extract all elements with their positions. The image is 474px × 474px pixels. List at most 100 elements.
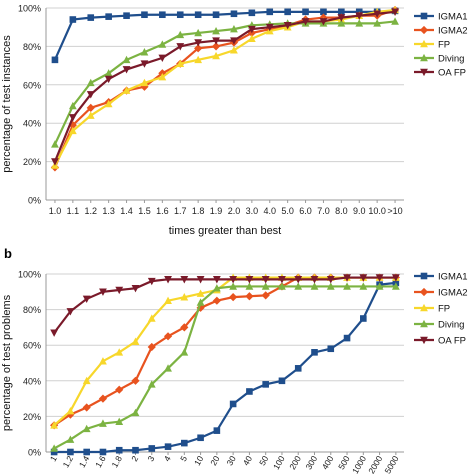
data-point xyxy=(319,18,328,26)
y-axis-label: percentage of test instances xyxy=(1,35,13,173)
data-point xyxy=(87,14,95,21)
data-point xyxy=(283,21,292,30)
x-tick-label: 1.4 xyxy=(120,206,133,216)
data-point xyxy=(148,445,156,452)
legend-item: OA FP xyxy=(414,68,466,79)
data-point xyxy=(99,288,107,296)
x-tick-label: 40 xyxy=(241,454,255,467)
data-point xyxy=(212,296,221,305)
x-tick-label: 400 xyxy=(320,454,336,472)
data-point xyxy=(82,376,91,385)
x-tick-label: 500 xyxy=(336,454,352,472)
legend-label: FP xyxy=(438,304,450,315)
data-point xyxy=(176,30,185,39)
data-point xyxy=(176,43,185,51)
legend-item: Diving xyxy=(414,54,464,65)
data-point xyxy=(247,34,256,43)
data-point xyxy=(66,406,75,415)
x-tick-label: 1.4 xyxy=(77,454,92,469)
legend-swatch-marker xyxy=(420,272,428,280)
x-axis-label: times greater than best xyxy=(169,225,282,237)
y-tick-label: 0% xyxy=(28,448,41,458)
y-axis-label: percentage of test problems xyxy=(1,294,13,431)
data-point xyxy=(196,289,205,297)
y-tick-label: 80% xyxy=(23,305,41,315)
data-point xyxy=(180,323,189,332)
legend-swatch-marker xyxy=(420,303,428,312)
data-point xyxy=(131,376,140,385)
data-point xyxy=(338,8,345,16)
legend-item: OA FP xyxy=(414,336,466,347)
data-point xyxy=(82,403,91,412)
series-igma1 xyxy=(51,7,399,64)
data-point xyxy=(391,8,399,16)
data-point xyxy=(147,277,156,286)
data-point xyxy=(302,8,309,16)
data-point xyxy=(343,274,351,282)
series-oa-fp xyxy=(51,8,399,166)
x-tick-label: 1.2 xyxy=(84,206,97,216)
x-tick-label: 1.7 xyxy=(174,206,187,216)
data-point xyxy=(343,282,351,290)
legend-item: Diving xyxy=(414,320,464,331)
data-point xyxy=(311,349,318,356)
data-point xyxy=(355,19,364,27)
legend-swatch-marker xyxy=(420,336,428,345)
x-tick-label: 1.3 xyxy=(102,206,115,216)
y-tick-label: 60% xyxy=(23,341,41,351)
data-point xyxy=(262,381,269,388)
data-point xyxy=(310,276,319,284)
x-tick-label: 20 xyxy=(208,454,222,467)
data-point xyxy=(122,86,131,94)
legend-item: IGMA1 xyxy=(414,272,468,283)
series-line xyxy=(54,281,396,454)
data-point xyxy=(115,417,124,426)
data-point xyxy=(115,446,123,454)
x-tick-label: 1.8 xyxy=(109,454,124,469)
x-tick-label: 100 xyxy=(271,454,287,472)
legend-label: IGMA1 xyxy=(438,272,468,283)
y-tick-label: 20% xyxy=(23,157,41,167)
data-point xyxy=(86,111,95,119)
data-point xyxy=(180,276,189,284)
series-igma2 xyxy=(50,273,400,430)
data-point xyxy=(194,11,202,19)
data-point xyxy=(176,59,185,67)
data-point xyxy=(213,427,221,434)
x-tick-label: 10.0 xyxy=(368,206,386,216)
data-point xyxy=(66,308,75,316)
data-point xyxy=(104,69,113,77)
series-line xyxy=(53,276,396,334)
data-point xyxy=(212,37,220,45)
data-point xyxy=(261,291,270,300)
data-point xyxy=(211,42,221,51)
data-point xyxy=(67,448,74,456)
x-tick-label: 1.5 xyxy=(138,206,151,216)
data-point xyxy=(158,40,167,48)
data-point xyxy=(51,56,59,64)
data-point xyxy=(359,274,368,282)
x-tick-label: 1 xyxy=(48,454,59,463)
legend-swatch-marker xyxy=(420,53,428,62)
data-point xyxy=(180,293,189,301)
data-point xyxy=(51,140,59,148)
data-point xyxy=(131,408,140,417)
data-point xyxy=(230,25,238,33)
data-point xyxy=(327,345,335,353)
legend-swatch-marker xyxy=(420,39,428,48)
legend-label: IGMA1 xyxy=(438,12,468,23)
data-point xyxy=(197,434,204,442)
data-point xyxy=(391,274,400,282)
data-point xyxy=(229,293,238,302)
data-point xyxy=(212,51,220,60)
data-point xyxy=(301,18,310,26)
data-point xyxy=(131,337,140,345)
data-point xyxy=(245,276,254,284)
data-point xyxy=(115,286,124,295)
data-point xyxy=(86,103,95,112)
x-tick-label: 1.8 xyxy=(192,206,205,216)
data-point xyxy=(131,284,140,293)
data-point xyxy=(212,11,220,19)
data-point xyxy=(326,282,335,290)
data-point xyxy=(320,8,327,16)
